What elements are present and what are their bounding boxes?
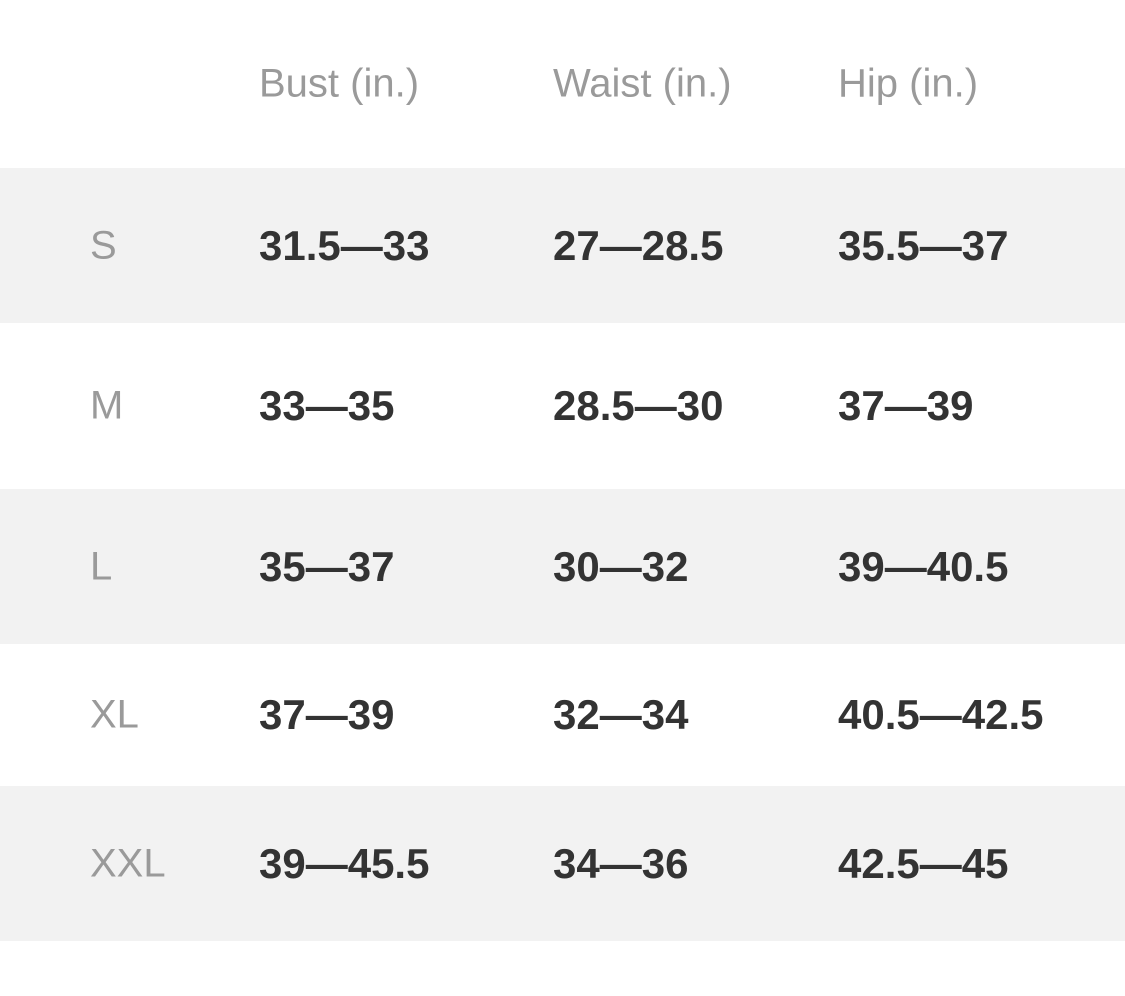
hip-value: 42.5—45 bbox=[838, 839, 1009, 887]
size-label: M bbox=[90, 383, 124, 428]
header-bust: Bust (in.) bbox=[259, 61, 420, 106]
waist-value: 32—34 bbox=[553, 691, 689, 738]
waist-value: 27—28.5 bbox=[553, 221, 724, 269]
bust-value: 35—37 bbox=[259, 542, 395, 590]
table-row: L 35—37 30—32 39—40.5 bbox=[0, 489, 1125, 644]
waist-value: 30—32 bbox=[553, 542, 689, 590]
waist-value: 34—36 bbox=[553, 839, 689, 887]
bust-value: 31.5—33 bbox=[259, 221, 430, 269]
table-row: XXL 39—45.5 34—36 42.5—45 bbox=[0, 786, 1125, 941]
hip-value: 37—39 bbox=[838, 382, 974, 429]
size-label: L bbox=[90, 544, 113, 588]
hip-value: 35.5—37 bbox=[838, 221, 1009, 269]
bust-value: 39—45.5 bbox=[259, 839, 430, 887]
hip-value: 39—40.5 bbox=[838, 542, 1009, 590]
header-waist: Waist (in.) bbox=[553, 61, 732, 106]
waist-value: 28.5—30 bbox=[553, 382, 724, 429]
hip-value: 40.5—42.5 bbox=[838, 691, 1044, 738]
size-label: XXL bbox=[90, 841, 166, 885]
header-hip: Hip (in.) bbox=[838, 61, 979, 106]
size-label: S bbox=[90, 223, 117, 267]
table-row: XL 37—39 32—34 40.5—42.5 bbox=[0, 644, 1125, 786]
bust-value: 33—35 bbox=[259, 382, 395, 429]
size-label: XL bbox=[90, 692, 139, 737]
table-row: S 31.5—33 27—28.5 35.5—37 bbox=[0, 168, 1125, 323]
table-row: M 33—35 28.5—30 37—39 bbox=[0, 323, 1125, 489]
header-row: Bust (in.) Waist (in.) Hip (in.) bbox=[0, 0, 1125, 168]
bust-value: 37—39 bbox=[259, 691, 395, 738]
